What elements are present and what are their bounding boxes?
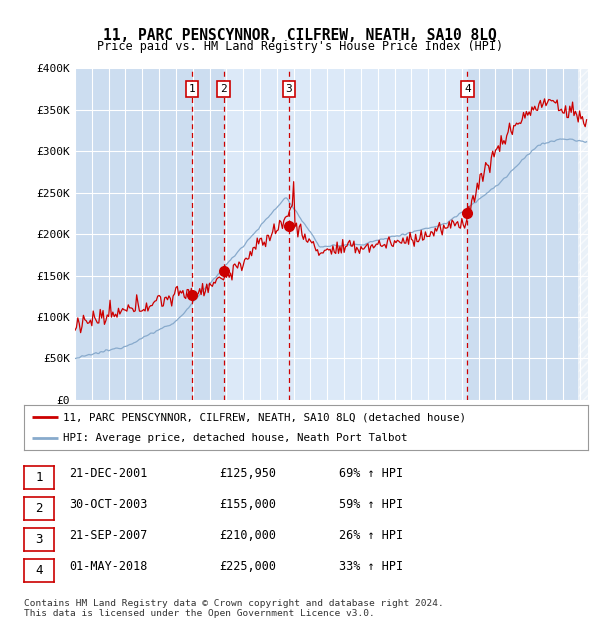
Text: Contains HM Land Registry data © Crown copyright and database right 2024.: Contains HM Land Registry data © Crown c… <box>24 600 444 608</box>
Text: 4: 4 <box>35 564 43 577</box>
Text: 11, PARC PENSCYNNOR, CILFREW, NEATH, SA10 8LQ: 11, PARC PENSCYNNOR, CILFREW, NEATH, SA1… <box>103 28 497 43</box>
Bar <box>578 68 588 400</box>
Text: 21-SEP-2007: 21-SEP-2007 <box>69 529 148 542</box>
Text: 30-OCT-2003: 30-OCT-2003 <box>69 498 148 511</box>
Text: HPI: Average price, detached house, Neath Port Talbot: HPI: Average price, detached house, Neat… <box>64 433 408 443</box>
Text: 2: 2 <box>35 502 43 515</box>
Text: 1: 1 <box>35 471 43 484</box>
Text: 3: 3 <box>286 84 292 94</box>
Text: £155,000: £155,000 <box>219 498 276 511</box>
Text: Price paid vs. HM Land Registry's House Price Index (HPI): Price paid vs. HM Land Registry's House … <box>97 40 503 53</box>
Text: 3: 3 <box>35 533 43 546</box>
Text: 59% ↑ HPI: 59% ↑ HPI <box>339 498 403 511</box>
Text: 69% ↑ HPI: 69% ↑ HPI <box>339 467 403 481</box>
Text: £210,000: £210,000 <box>219 529 276 542</box>
Text: This data is licensed under the Open Government Licence v3.0.: This data is licensed under the Open Gov… <box>24 609 375 618</box>
Text: 11, PARC PENSCYNNOR, CILFREW, NEATH, SA10 8LQ (detached house): 11, PARC PENSCYNNOR, CILFREW, NEATH, SA1… <box>64 412 466 422</box>
Bar <box>224 68 467 400</box>
Text: 33% ↑ HPI: 33% ↑ HPI <box>339 560 403 574</box>
Text: 2: 2 <box>220 84 227 94</box>
Text: 1: 1 <box>189 84 196 94</box>
Text: 01-MAY-2018: 01-MAY-2018 <box>69 560 148 574</box>
Text: £125,950: £125,950 <box>219 467 276 481</box>
Text: 26% ↑ HPI: 26% ↑ HPI <box>339 529 403 542</box>
Text: £225,000: £225,000 <box>219 560 276 574</box>
Text: 4: 4 <box>464 84 471 94</box>
Text: 21-DEC-2001: 21-DEC-2001 <box>69 467 148 481</box>
